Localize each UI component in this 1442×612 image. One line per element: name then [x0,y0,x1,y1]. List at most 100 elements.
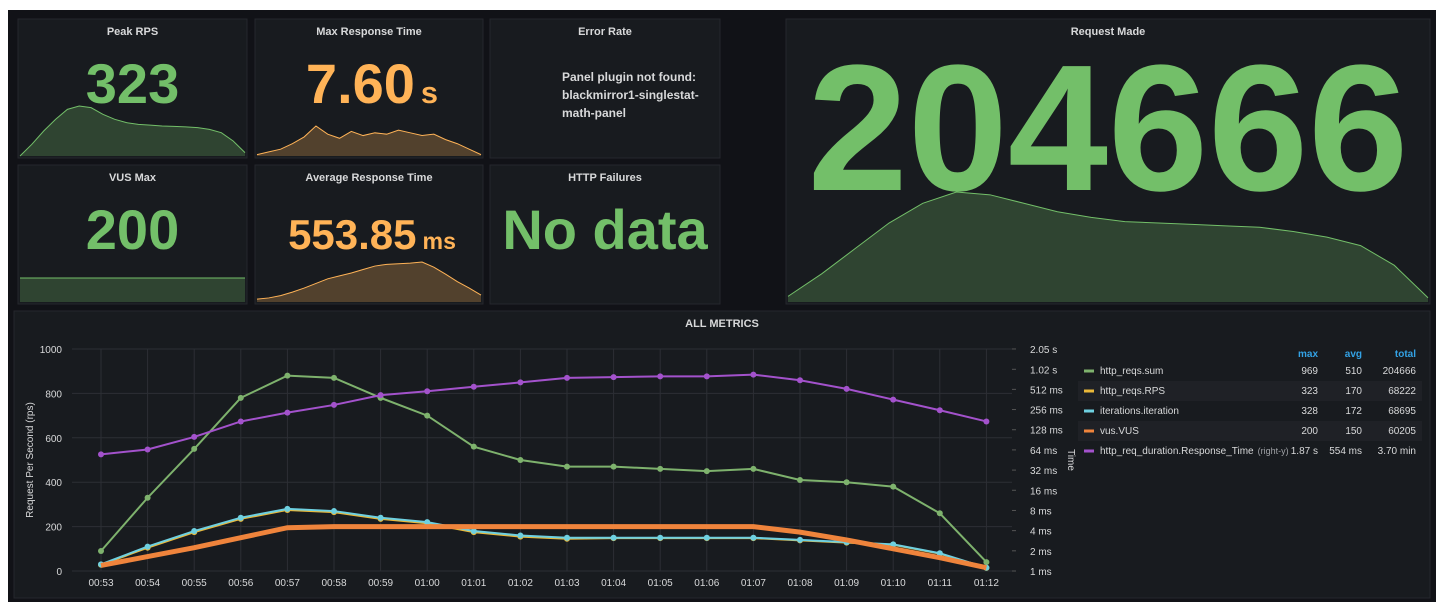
panel [17,18,248,159]
point [377,514,384,521]
point [890,541,897,548]
stat-unit: s [421,75,438,110]
point [843,385,850,392]
x-tick-label: 00:58 [321,578,346,589]
sparkline [256,125,482,156]
point [284,409,291,416]
point [750,534,757,541]
point [98,548,104,555]
point [237,514,244,521]
series-line [100,373,987,456]
x-tick-label: 01:03 [554,578,579,589]
point [144,446,151,453]
x-tick-label: 01:04 [601,578,626,589]
sparkline-area [257,262,481,302]
legend-stat: 170 [1345,386,1362,397]
point [517,457,524,463]
point [331,401,337,408]
legend-stat: 150 [1345,426,1362,437]
legend-stat: 1.87 s [1291,446,1318,457]
y-tick-label: 400 [45,478,62,489]
chart-title: ALL METRICS [685,318,759,330]
panel [489,18,721,159]
point [424,412,431,419]
y2-tick-label: 128 ms [1030,426,1063,437]
point [610,463,617,470]
y2-tick-label: 32 ms [1030,466,1057,477]
x-tick-label: 01:10 [881,578,906,589]
y2-tick-label: 1 ms [1030,567,1052,578]
x-tick-label: 00:54 [135,578,160,589]
y-tick-label: 800 [45,389,62,400]
point [424,519,431,526]
legend-stat: 554 ms [1329,446,1362,457]
x-tick-label: 01:06 [694,578,719,589]
point [564,534,570,541]
sparkline-area [20,278,245,302]
point [377,392,384,399]
point [936,550,943,557]
legend-stat: 969 [1301,366,1318,377]
y2-tick-label: 16 ms [1030,486,1057,497]
point [890,396,897,403]
point [657,534,664,541]
stat-value: 323 [86,52,179,115]
legend-row-bg [1078,381,1422,401]
point [331,508,337,515]
sparkline-area [20,106,245,156]
point [331,374,337,381]
point [983,418,990,425]
legend-stat: 200 [1301,426,1318,437]
point [983,559,990,566]
point [703,534,710,541]
point [564,374,570,381]
legend-entry[interactable]: vus.VUS [1100,426,1139,437]
panel-title: Max Response Time [316,26,422,38]
point [517,379,524,386]
stat-value: 204666 [808,28,1409,229]
point [750,465,757,472]
panel [254,164,484,305]
y2-tick-label: 512 ms [1030,385,1063,396]
point [144,494,151,501]
x-tick-label: 00:56 [228,578,253,589]
y2-tick-label: 1.02 s [1030,365,1057,376]
x-tick-label: 01:02 [508,578,533,589]
x-tick-label: 00:55 [182,578,207,589]
panel [489,164,721,305]
point [144,543,151,550]
x-tick-label: 00:57 [275,578,300,589]
legend-stat: 3.70 min [1378,446,1416,457]
legend-row-bg [1078,421,1422,441]
point [936,407,943,414]
point [703,468,710,475]
sparkline-area [257,126,481,156]
legend-entry[interactable]: http_reqs.RPS [1100,386,1165,397]
panel-title: Request Made [1071,26,1146,38]
y2-tick-label: 2.05 s [1030,345,1057,356]
point [470,443,477,450]
legend-stat: 60205 [1388,426,1416,437]
panel [254,18,484,159]
sparkline [19,105,246,157]
panel-title: Average Response Time [305,172,432,184]
legend-entry[interactable]: iterations.iteration [1100,406,1179,417]
point [237,394,244,401]
legend-stat: 68222 [1388,386,1416,397]
legend-entry[interactable]: http_req_duration.Response_Time (right-y) [1100,446,1289,457]
legend-entry[interactable]: http_reqs.sum [1100,366,1163,377]
x-tick-label: 01:07 [741,578,766,589]
legend-note: (right-y) [1258,446,1289,456]
y2-tick-label: 64 ms [1030,446,1057,457]
point [517,532,524,539]
point [470,528,477,535]
sparkline [787,191,1429,299]
series-line [100,374,988,563]
sparkline-area [788,192,1428,302]
point [797,476,803,483]
series-line [100,524,987,571]
y-tick-label: 200 [45,523,62,534]
point [797,377,803,384]
point [191,445,198,452]
